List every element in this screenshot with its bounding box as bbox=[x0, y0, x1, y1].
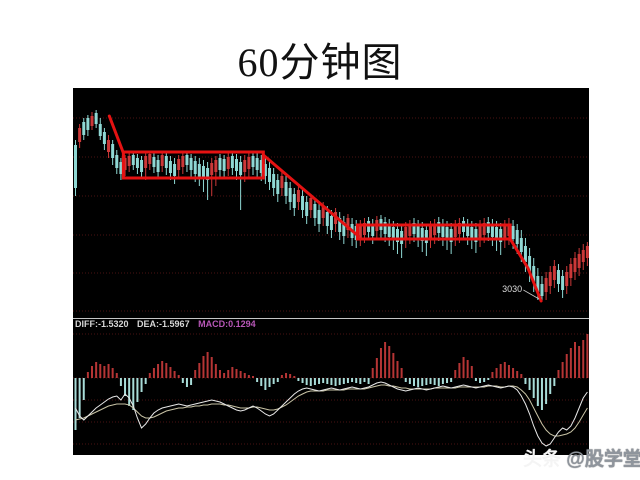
annotation-box bbox=[121, 150, 265, 180]
diff-value: DIFF:-1.5320 bbox=[75, 319, 129, 329]
diff-line bbox=[75, 381, 588, 447]
watermark-brand: 头条 bbox=[523, 449, 562, 470]
annotation-trendline bbox=[508, 237, 543, 303]
annotation-trendline bbox=[107, 114, 125, 155]
watermark: 头条 @股学堂 bbox=[523, 444, 640, 471]
annotation-layer: 3030 bbox=[107, 114, 543, 303]
macd-histogram-layer bbox=[74, 334, 589, 430]
stock-chart-panel: 3030 DIFF:-1.5320 DEA:-1.5967 MACD:0.129… bbox=[73, 88, 589, 455]
watermark-handle: @股学堂 bbox=[566, 449, 640, 470]
annotation-box bbox=[355, 223, 512, 241]
dea-line bbox=[75, 384, 588, 437]
macd-indicator-row: DIFF:-1.5320 DEA:-1.5967 MACD:0.1294 bbox=[75, 319, 256, 330]
annotation-trendline bbox=[261, 153, 360, 238]
low-point-label: 3030 bbox=[502, 284, 522, 294]
candles-layer bbox=[74, 110, 589, 301]
grid-layer bbox=[73, 117, 589, 445]
dea-value: DEA:-1.5967 bbox=[137, 319, 190, 329]
page-title: 60分钟图 bbox=[237, 40, 403, 85]
macd-value: MACD:0.1294 bbox=[198, 319, 256, 329]
low-pointer-line bbox=[523, 289, 540, 300]
stock-chart-canvas: 3030 bbox=[73, 110, 589, 447]
